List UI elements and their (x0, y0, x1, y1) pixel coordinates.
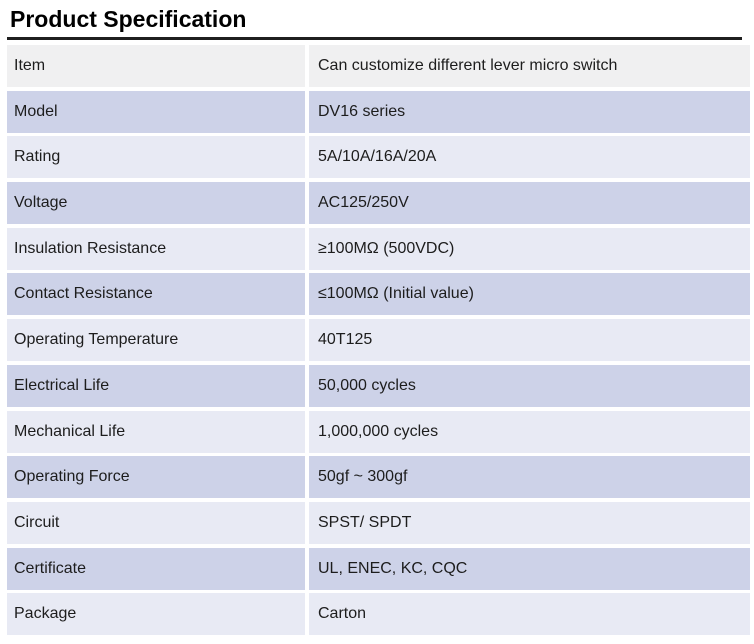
row-label: Contact Resistance (7, 273, 305, 316)
table-row: Model DV16 series (7, 90, 750, 133)
row-label: Item (7, 45, 305, 87)
row-value: 5A/10A/16A/20A (309, 136, 750, 179)
row-label: Model (7, 90, 305, 133)
row-label: Voltage (7, 182, 305, 225)
spec-table: Item Can customize different lever micro … (7, 45, 750, 636)
row-label: Rating (7, 136, 305, 179)
row-value: SPST/ SPDT (309, 501, 750, 544)
table-row: Package Carton (7, 593, 750, 636)
page-title: Product Specification (10, 6, 247, 32)
row-value: 50gf ~ 300gf (309, 456, 750, 499)
table-row: Certificate UL, ENEC, KC, CQC (7, 547, 750, 590)
row-value: UL, ENEC, KC, CQC (309, 547, 750, 590)
table-row: Electrical Life 50,000 cycles (7, 364, 750, 407)
table-row: Rating 5A/10A/16A/20A (7, 136, 750, 179)
row-value: DV16 series (309, 90, 750, 133)
table-row: Contact Resistance ≤100MΩ (Initial value) (7, 273, 750, 316)
row-value: ≥100MΩ (500VDC) (309, 227, 750, 270)
row-label: Insulation Resistance (7, 227, 305, 270)
row-value: Carton (309, 593, 750, 636)
row-label: Operating Force (7, 456, 305, 499)
row-label: Circuit (7, 501, 305, 544)
title-divider (7, 37, 742, 40)
table-row: Mechanical Life 1,000,000 cycles (7, 410, 750, 453)
table-row: Operating Force 50gf ~ 300gf (7, 456, 750, 499)
table-row: Insulation Resistance ≥100MΩ (500VDC) (7, 227, 750, 270)
row-value: 1,000,000 cycles (309, 410, 750, 453)
row-label: Package (7, 593, 305, 636)
row-label: Operating Temperature (7, 319, 305, 362)
table-header-row: Item Can customize different lever micro … (7, 45, 750, 87)
row-value: 50,000 cycles (309, 364, 750, 407)
table-row: Operating Temperature 40T125 (7, 319, 750, 362)
row-value: ≤100MΩ (Initial value) (309, 273, 750, 316)
table-row: Voltage AC125/250V (7, 182, 750, 225)
row-label: Certificate (7, 547, 305, 590)
row-label: Mechanical Life (7, 410, 305, 453)
row-value: Can customize different lever micro swit… (309, 45, 750, 87)
table-row: Circuit SPST/ SPDT (7, 501, 750, 544)
row-label: Electrical Life (7, 364, 305, 407)
row-value: AC125/250V (309, 182, 750, 225)
row-value: 40T125 (309, 319, 750, 362)
